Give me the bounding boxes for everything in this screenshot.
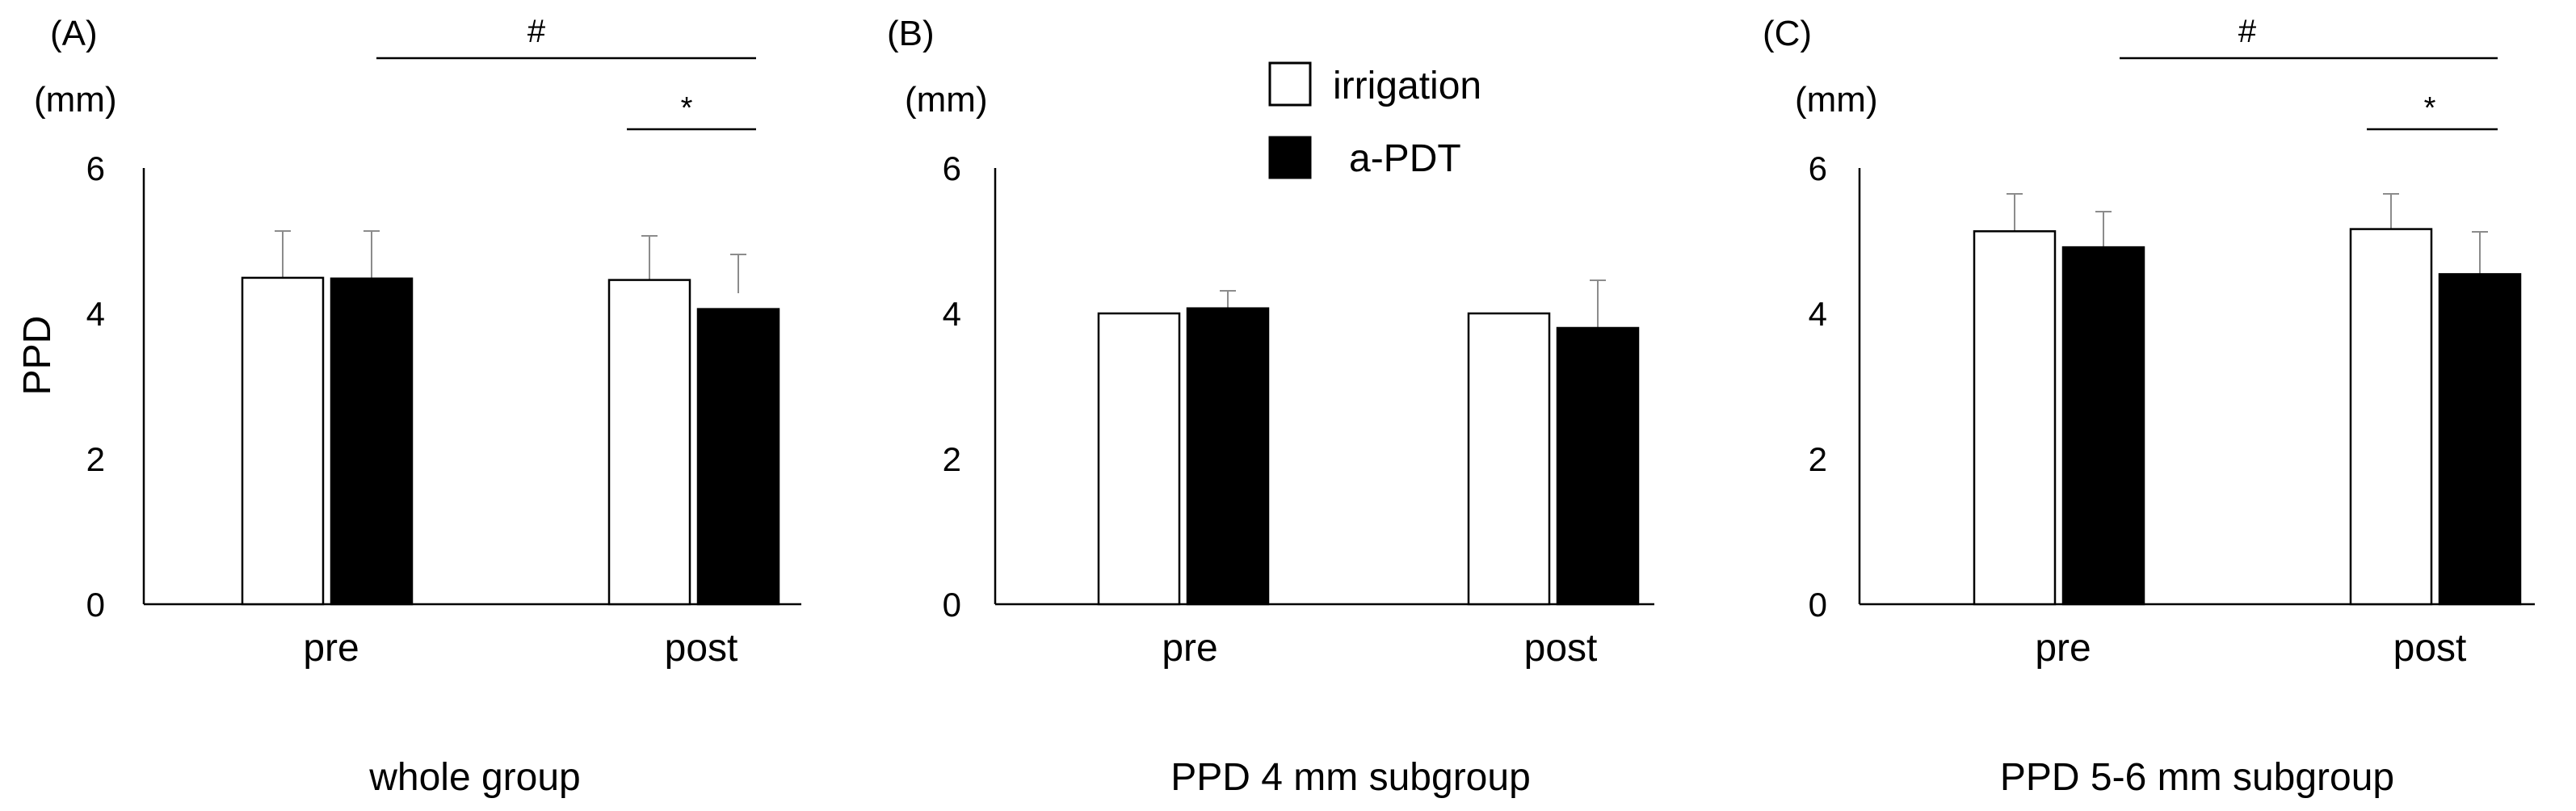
panel-a: (A) (mm) PPD 0 2 4 6 pre post whole grou… bbox=[16, 14, 801, 799]
y-tick-label: 0 bbox=[86, 586, 105, 624]
bar-a-pdt-post bbox=[696, 308, 780, 606]
y-tick-label: 2 bbox=[86, 440, 105, 478]
y-tick-label: 6 bbox=[1809, 149, 1827, 187]
legend-swatch-irrigation bbox=[1268, 61, 1312, 107]
y-tick-label: 6 bbox=[943, 149, 961, 187]
bar-irrigation-pre bbox=[1973, 230, 2057, 606]
panel-label: (B) bbox=[887, 14, 935, 53]
bar-irrigation-pre bbox=[241, 276, 325, 606]
unit-label: (mm) bbox=[34, 80, 117, 120]
y-tick-label: 2 bbox=[943, 440, 961, 478]
x-tick-label: pre bbox=[303, 627, 359, 670]
panel-subtitle: PPD 5-6 mm subgroup bbox=[2000, 756, 2394, 799]
panel-label: (C) bbox=[1763, 14, 1812, 53]
x-tick-label: pre bbox=[2035, 627, 2091, 670]
panel-subtitle: PPD 4 mm subgroup bbox=[1170, 756, 1531, 799]
legend-swatch-a-pdt bbox=[1268, 136, 1312, 179]
bar-a-pdt-pre bbox=[2061, 246, 2145, 606]
bar-a-pdt-post bbox=[1556, 326, 1640, 606]
x-tick-label: post bbox=[2393, 627, 2467, 670]
legend: irrigation a-PDT bbox=[1268, 61, 1481, 180]
bar-a-pdt-pre bbox=[330, 277, 414, 606]
x-tick-label: post bbox=[1524, 627, 1598, 670]
bar-irrigation-pre bbox=[1097, 312, 1181, 606]
panel-b: (B) (mm) 0 2 4 6 pre post PPD 4 mm subgr… bbox=[887, 14, 1654, 799]
bar-irrigation-post bbox=[1467, 312, 1551, 606]
unit-label: (mm) bbox=[905, 80, 988, 120]
legend-label: irrigation bbox=[1333, 65, 1481, 107]
bar-a-pdt-pre bbox=[1186, 307, 1270, 606]
y-tick-label: 4 bbox=[86, 295, 105, 333]
panel-subtitle: whole group bbox=[368, 756, 581, 799]
bar-irrigation-post bbox=[607, 279, 691, 606]
legend-label: a-PDT bbox=[1349, 137, 1461, 180]
significance-symbol-hash: # bbox=[527, 14, 546, 49]
y-axis-title: PPD bbox=[16, 316, 59, 396]
bar-a-pdt-post bbox=[2438, 273, 2522, 606]
significance-symbol-hash: # bbox=[2238, 14, 2257, 49]
y-tick-label: 4 bbox=[1809, 295, 1827, 333]
x-tick-label: post bbox=[665, 627, 738, 670]
x-tick-label: pre bbox=[1162, 627, 1217, 670]
y-tick-label: 4 bbox=[943, 295, 961, 333]
significance-symbol-star: * bbox=[681, 91, 693, 125]
unit-label: (mm) bbox=[1795, 80, 1878, 120]
y-tick-label: 6 bbox=[86, 149, 105, 187]
bar-irrigation-post bbox=[2349, 228, 2433, 606]
y-tick-label: 0 bbox=[1809, 586, 1827, 624]
significance-symbol-star: * bbox=[2424, 91, 2436, 125]
y-tick-label: 0 bbox=[943, 586, 961, 624]
y-tick-label: 2 bbox=[1809, 440, 1827, 478]
panel-label: (A) bbox=[50, 14, 98, 53]
panel-c: (C) (mm) 0 2 4 6 pre post PPD 5-6 mm sub… bbox=[1763, 14, 2535, 799]
